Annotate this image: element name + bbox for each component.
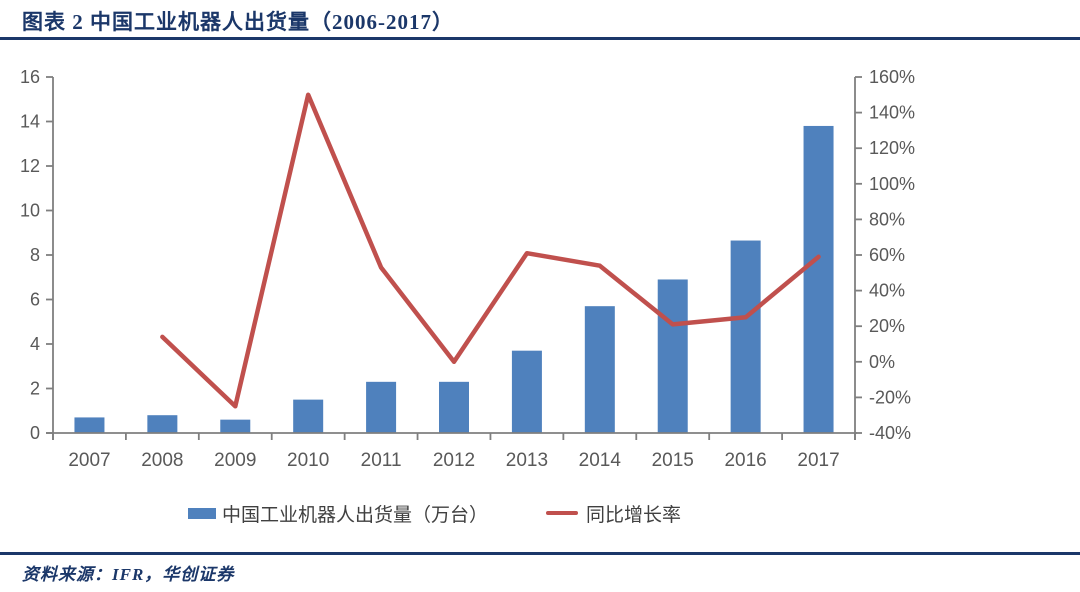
right-axis-label: 100% [869,174,915,194]
left-axis-label: 12 [20,156,40,176]
bar-2010 [293,399,324,433]
right-axis-label: -20% [869,387,911,407]
figure-title: 图表 2 中国工业机器人出货量（2006-2017） [22,10,454,34]
bar-2017 [803,125,834,433]
right-axis-label: 0% [869,352,895,372]
bar-2008 [147,415,178,433]
x-axis-label-2010: 2010 [287,450,329,471]
left-axis-label: 10 [20,201,40,221]
right-axis-label: -40% [869,423,911,443]
right-axis-label: 80% [869,209,905,229]
left-axis-label: 8 [30,245,40,265]
bar-2007 [74,417,105,433]
left-axis-label: 16 [20,67,40,87]
x-axis-label-2008: 2008 [141,450,183,471]
right-axis-label: 40% [869,281,905,301]
source-note: 资料来源：IFR，华创证券 [22,565,235,584]
x-axis-label-2013: 2013 [506,450,548,471]
right-axis-label: 20% [869,316,905,336]
x-axis-label-2007: 2007 [68,450,110,471]
chart-legend: 中国工业机器人出货量（万台） 同比增长率 [188,500,681,526]
legend-line-label: 同比增长率 [586,504,682,526]
x-axis-label-2017: 2017 [797,450,839,471]
x-axis-label-2014: 2014 [579,450,622,471]
bar-2011 [366,381,397,433]
right-axis-label: 140% [869,103,915,123]
bar-2009 [220,419,251,433]
right-axis-label: 60% [869,245,905,265]
right-axis-label: 120% [869,138,915,158]
bar-2013 [511,350,542,433]
bottom-rule [0,552,1080,555]
legend-bar-swatch [188,507,216,519]
legend-line-swatch [546,511,579,515]
left-axis-label: 2 [30,379,40,399]
x-axis-label-2015: 2015 [652,450,694,471]
bar-2012 [439,381,469,433]
bar-2014 [584,306,615,433]
left-axis-label: 0 [30,423,40,443]
title-rule [0,37,1080,40]
x-axis-label-2012: 2012 [433,450,475,471]
growth-rate-line [160,92,821,409]
right-axis-label: 160% [869,67,915,87]
bar-2015 [657,279,688,433]
x-axis-label-2011: 2011 [361,450,402,471]
left-axis-label: 14 [20,112,40,132]
x-axis-label-2009: 2009 [214,450,256,471]
legend-bar-label: 中国工业机器人出货量（万台） [222,504,489,526]
x-axis-label-2016: 2016 [724,450,766,471]
left-axis-label: 6 [30,290,40,310]
bar-2016 [730,240,761,433]
left-axis-label: 4 [30,334,40,354]
